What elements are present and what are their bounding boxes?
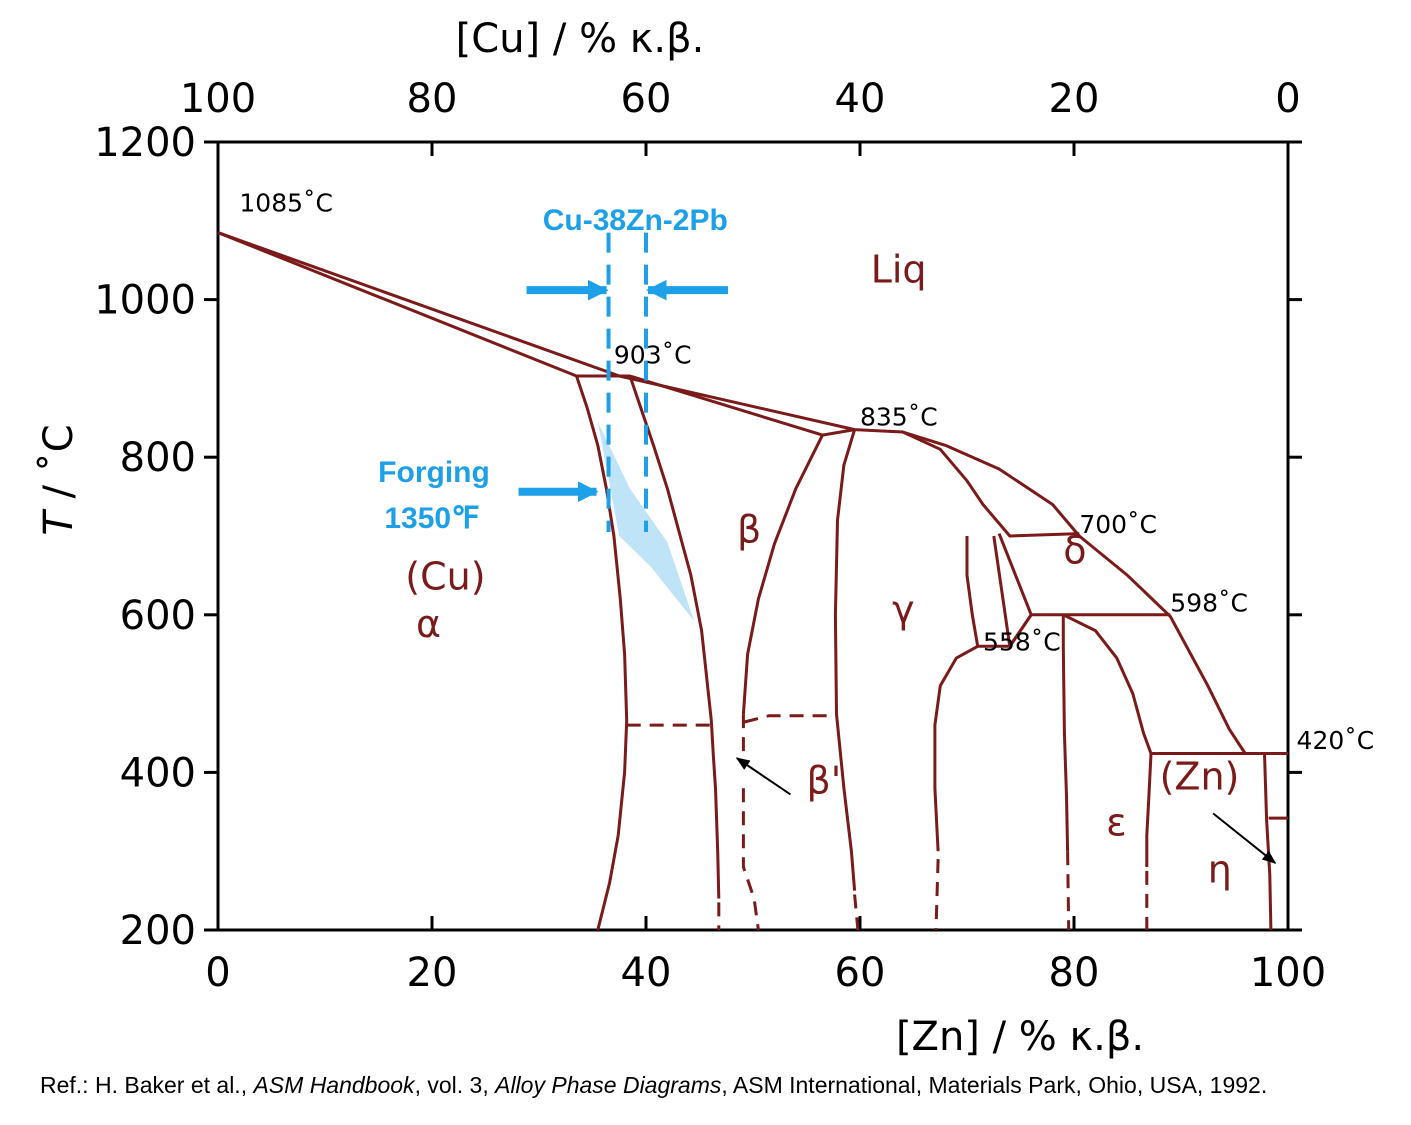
- phase-label: (Zn): [1160, 755, 1240, 799]
- phase-label: β': [807, 759, 842, 803]
- phase-label: α: [416, 602, 441, 646]
- phase-boundary-line: [217, 231, 855, 437]
- phase-boundary-dashed-line: [934, 859, 940, 931]
- x2-tick-label: 80: [407, 76, 458, 122]
- phase-label: Liq: [871, 247, 927, 291]
- phase-label: β: [737, 507, 761, 551]
- y-tick-label: 1200: [94, 120, 196, 166]
- x-tick-label: 0: [205, 950, 230, 996]
- phase-boundary-line: [217, 231, 620, 378]
- phase-boundary-line: [741, 434, 824, 715]
- phase-boundary-dashed-line: [1066, 851, 1071, 931]
- y-axis-title-unit: / ˚C: [36, 424, 82, 511]
- phase-boundary-line: [618, 374, 1288, 755]
- axis-ticks: 0100208040606040802010002004006008001000…: [94, 76, 1326, 996]
- temperature-label: 1085˚C: [239, 188, 333, 217]
- forging-label-line2: 1350℉: [384, 502, 479, 535]
- y-tick-label: 800: [120, 435, 196, 481]
- x2-tick-label: 40: [835, 76, 886, 122]
- phase-label: δ: [1063, 529, 1086, 573]
- ref-volume-title: Alloy Phase Diagrams: [495, 1072, 722, 1098]
- x-tick-label: 20: [407, 950, 458, 996]
- phase-diagram-chart: 0100208040606040802010002004006008001000…: [36, 16, 1374, 1060]
- temperature-label: 835˚C: [860, 403, 938, 432]
- phase-boundary-line: [833, 429, 857, 891]
- phase-boundary-line: [992, 535, 1012, 647]
- phase-label: (Cu): [405, 555, 485, 599]
- temperature-label: 558˚C: [983, 627, 1061, 656]
- y-axis-title: T / ˚C: [36, 424, 82, 535]
- phase-boundary-line: [575, 375, 629, 931]
- phase-boundary-line: [628, 375, 721, 899]
- phase-boundary-line: [1145, 753, 1153, 867]
- x-tick-label: 80: [1049, 950, 1100, 996]
- phase-boundary-line: [1008, 613, 1171, 648]
- phase-boundary-line: [933, 644, 979, 852]
- phase-boundary-line: [902, 430, 1080, 538]
- chart-labels: 1085˚C 903˚C 835˚C 700˚C 598˚C 558˚C 420˚C Liq (…: [239, 188, 1374, 891]
- temperature-label: 903˚C: [614, 340, 692, 369]
- y-tick-label: 200: [120, 908, 196, 954]
- phase-boundaries: [217, 231, 1288, 931]
- plot-frame: [216, 140, 1290, 932]
- y-tick-label: 600: [120, 593, 196, 639]
- x2-tick-label: 20: [1049, 76, 1100, 122]
- alloy-label: Cu-38Zn-2Pb: [543, 204, 728, 237]
- x2-tick-label: 0: [1275, 76, 1300, 122]
- phase-label: γ: [892, 588, 915, 632]
- phase-boundary-line: [1061, 614, 1070, 852]
- pointer-arrow: [1212, 812, 1277, 864]
- ref-mid: , vol. 3,: [414, 1072, 496, 1098]
- temperature-label: 420˚C: [1297, 726, 1375, 755]
- phase-boundary-dashed-line: [744, 714, 837, 724]
- temperature-label: 598˚C: [1170, 589, 1248, 618]
- y-tick-label: 1000: [94, 278, 196, 324]
- phase-boundary-line: [1263, 753, 1273, 931]
- x-tick-label: 100: [1250, 950, 1326, 996]
- annotation-arrows: [735, 757, 1277, 864]
- alloy-overlay: Cu-38Zn-2Pb Forging 1350℉: [378, 204, 728, 535]
- phase-boundary-line: [965, 536, 1010, 648]
- ref-prefix: Ref.: H. Baker et al.,: [40, 1072, 254, 1098]
- reference-citation: Ref.: H. Baker et al., ASM Handbook, vol…: [40, 1072, 1267, 1099]
- x2-tick-label: 60: [621, 76, 672, 122]
- phase-boundary-line: [1062, 613, 1246, 755]
- forging-label-line1: Forging: [378, 456, 490, 489]
- phase-boundary-dashed-line: [853, 894, 860, 931]
- y-tick-label: 400: [120, 750, 196, 796]
- phase-label: η: [1208, 848, 1232, 892]
- ref-book: ASM Handbook: [253, 1072, 415, 1098]
- top-axis-title: [Cu] / % κ.β.: [456, 16, 705, 62]
- temperature-label: 700˚C: [1079, 510, 1157, 539]
- x-tick-label: 40: [621, 950, 672, 996]
- phase-label: ε: [1106, 800, 1127, 844]
- phase-boundary-dashed-line: [741, 788, 760, 931]
- y-axis-title-symbol: T: [36, 508, 82, 536]
- pointer-arrow: [735, 757, 792, 796]
- ref-suffix: , ASM International, Materials Park, Ohi…: [721, 1072, 1268, 1098]
- bottom-axis-title: [Zn] / % κ.β.: [896, 1014, 1144, 1060]
- x-tick-label: 60: [835, 950, 886, 996]
- x2-tick-label: 100: [180, 76, 256, 122]
